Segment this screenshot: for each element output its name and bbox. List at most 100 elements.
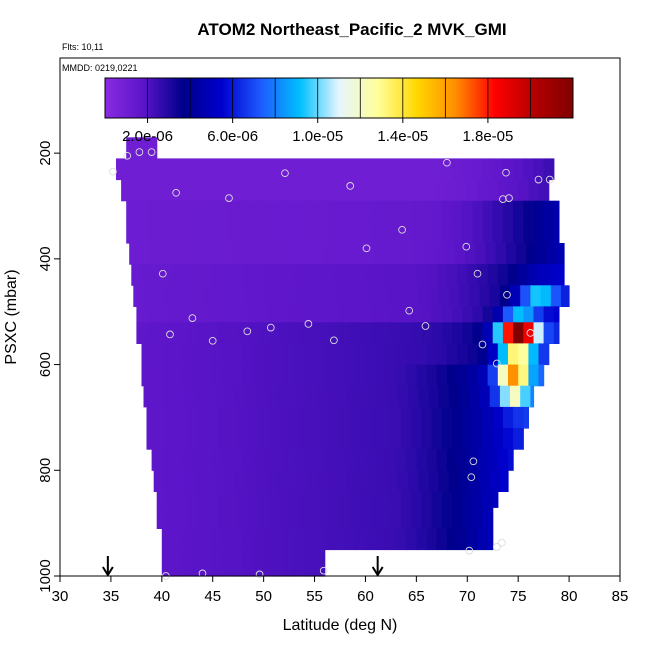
heatmap-cell	[530, 285, 542, 307]
heatmap-cell	[462, 306, 473, 323]
heatmap-cell	[345, 449, 356, 471]
x-axis-label: Latitude (deg N)	[283, 617, 398, 634]
observation-point	[330, 336, 338, 345]
heatmap-cell	[172, 549, 183, 577]
heatmap-cell	[299, 406, 311, 429]
heatmap-cell	[472, 322, 484, 344]
y-tick-label: 1000	[37, 559, 54, 592]
heatmap-cell	[319, 322, 331, 344]
heatmap-cell	[365, 179, 377, 202]
heatmap-cell	[495, 243, 507, 265]
heatmap-cell	[319, 221, 331, 244]
heatmap-cell	[146, 158, 158, 181]
heatmap-cell	[268, 221, 280, 244]
heatmap-cell	[163, 385, 175, 408]
heatmap-cell	[197, 158, 209, 181]
observation-point	[405, 306, 414, 315]
heatmap-cell	[431, 428, 443, 450]
heatmap-cell	[192, 528, 204, 551]
heatmap-cell	[482, 322, 494, 344]
heatmap-cell	[271, 243, 283, 265]
heatmap-cell	[235, 285, 246, 307]
heatmap-cell	[207, 322, 219, 344]
heatmap-cell	[385, 449, 397, 471]
heatmap-cell	[194, 285, 206, 307]
heatmap-cell	[416, 528, 428, 551]
heatmap-cell	[394, 243, 405, 265]
heatmap-cell	[538, 179, 550, 202]
heatmap-cell	[431, 406, 443, 429]
heatmap-cell	[513, 200, 524, 223]
heatmap-cell	[238, 221, 249, 244]
heatmap-cell	[273, 343, 285, 366]
heatmap-cell	[441, 200, 453, 223]
heatmap-cell	[390, 221, 402, 244]
heatmap-cell	[472, 200, 484, 223]
heatmap-cell	[177, 322, 188, 344]
heatmap-cell	[212, 549, 224, 577]
observation-point	[473, 269, 482, 278]
heatmap-cell	[375, 364, 387, 387]
heatmap-cell	[462, 507, 473, 529]
heatmap-cell	[207, 491, 219, 508]
x-tick-label: 35	[103, 588, 120, 605]
heatmap-cell	[411, 491, 423, 508]
heatmap-cell	[207, 221, 219, 244]
heatmap-cell	[202, 549, 214, 577]
heatmap-cell	[129, 243, 140, 265]
observation-point	[158, 269, 167, 278]
heatmap-cell	[370, 158, 382, 181]
heatmap-cell	[304, 449, 316, 471]
heatmap-cell	[263, 549, 275, 577]
heatmap-cell	[477, 449, 489, 471]
heatmap-cell	[187, 491, 199, 508]
heatmap-cell	[380, 507, 392, 529]
heatmap-cell	[345, 343, 356, 366]
heatmap-cell	[406, 364, 417, 387]
heatmap-cell	[324, 364, 336, 387]
heatmap-cell	[360, 491, 372, 508]
heatmap-cell	[153, 385, 165, 408]
heatmap-cell	[243, 343, 255, 366]
observation-point	[346, 182, 355, 190]
heatmap-cell	[207, 200, 219, 223]
heatmap-cell	[457, 179, 468, 202]
heatmap-cell	[426, 364, 438, 387]
heatmap-cell	[233, 264, 244, 286]
heatmap-cell	[241, 243, 252, 265]
heatmap-cell	[426, 528, 438, 551]
heatmap-cell	[367, 470, 379, 492]
heatmap-cell	[533, 221, 545, 244]
heatmap-cell	[289, 406, 300, 429]
heatmap-cell	[347, 385, 358, 408]
heatmap-cell	[472, 406, 484, 429]
heatmap-cell	[370, 221, 382, 244]
heatmap-cell	[518, 364, 529, 387]
heatmap-cell	[401, 406, 412, 429]
heatmap-cell	[441, 428, 453, 450]
heatmap-cell	[416, 364, 428, 387]
heatmap-cell	[278, 306, 290, 323]
heatmap-cell	[421, 322, 433, 344]
heatmap-cell	[151, 343, 163, 366]
heatmap-cell	[314, 528, 326, 551]
heatmap-cell	[350, 221, 361, 244]
heatmap-cell	[273, 179, 285, 202]
heatmap-cell	[248, 406, 260, 429]
heatmap-cell	[228, 158, 239, 181]
observation-point	[319, 566, 328, 575]
heatmap-cell	[253, 179, 265, 202]
heatmap-cell	[334, 264, 346, 286]
heatmap-cell	[528, 264, 540, 286]
heatmap-cell	[502, 322, 514, 344]
heatmap-cell	[304, 179, 316, 202]
heatmap-cell	[350, 306, 361, 323]
heatmap-cell	[469, 385, 481, 408]
heatmap-cell	[438, 385, 450, 408]
heatmap-cell	[487, 343, 499, 366]
heatmap-cell	[253, 449, 265, 471]
heatmap-cell	[172, 364, 183, 387]
heatmap-cell	[428, 470, 440, 492]
heatmap-cell	[332, 243, 344, 265]
heatmap-cell	[360, 158, 372, 181]
